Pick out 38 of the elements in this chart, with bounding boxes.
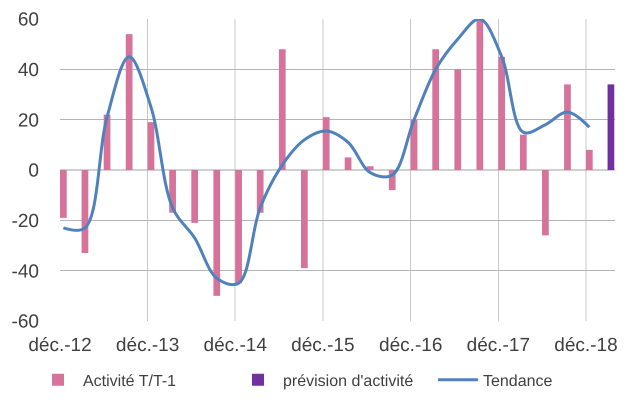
- bar: [301, 170, 308, 268]
- y-tick-label: -60: [12, 312, 39, 333]
- x-tick-label: déc.-16: [379, 335, 442, 356]
- y-tick-label: -40: [12, 261, 39, 282]
- bar: [82, 170, 88, 254]
- bar: [432, 49, 440, 170]
- y-tick-label: 0: [28, 160, 39, 182]
- bar: [191, 170, 198, 223]
- x-tick-label: déc.-18: [554, 335, 618, 356]
- x-tick-label: déc.-15: [291, 335, 355, 356]
- legend-label: prévision d'activité: [283, 373, 414, 390]
- bar: [542, 170, 549, 236]
- y-tick-label: 20: [18, 110, 39, 132]
- bar: [60, 170, 67, 218]
- bar: [586, 150, 593, 170]
- bar: [476, 19, 484, 170]
- bar: [410, 120, 418, 170]
- x-tick-label: déc.-13: [116, 335, 180, 356]
- legend-label: Tendance: [483, 373, 552, 390]
- y-tick-label: -20: [12, 210, 39, 232]
- bar: [454, 69, 462, 170]
- bar: [322, 117, 330, 170]
- bar: [498, 56, 506, 170]
- bar: [608, 84, 614, 170]
- x-tick-label: déc.-12: [28, 335, 92, 356]
- legend-label: Activité T/T-1: [83, 373, 176, 390]
- y-tick-label: 40: [18, 60, 39, 81]
- x-tick-label: déc.-14: [204, 335, 268, 356]
- bar: [344, 157, 352, 170]
- bar: [126, 34, 132, 170]
- bar: [564, 84, 571, 170]
- bar: [520, 134, 527, 170]
- bar: [148, 122, 154, 170]
- bar: [213, 170, 220, 296]
- x-tick-label: déc.-17: [466, 335, 530, 356]
- bar: [278, 49, 286, 170]
- y-tick-label: 60: [18, 10, 39, 31]
- bar: [235, 170, 242, 284]
